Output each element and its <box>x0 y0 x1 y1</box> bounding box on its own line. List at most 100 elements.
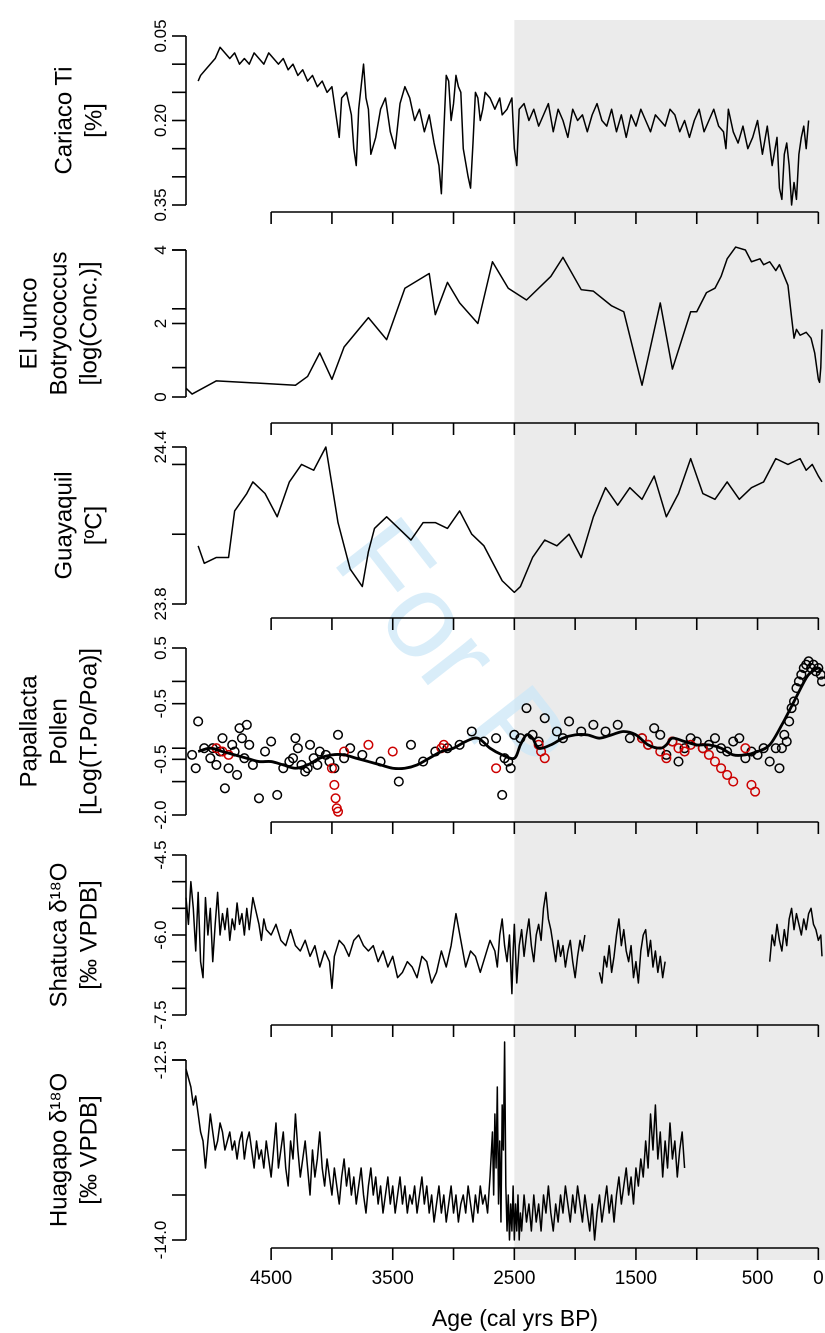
series-line-huagapo-0 <box>185 1041 686 1241</box>
data-point-papallacta <box>438 739 449 750</box>
panel-ylabel-huagapo: [‰ VPDB] <box>75 1095 102 1204</box>
data-point-papallacta <box>564 716 575 727</box>
data-point-papallacta <box>636 733 648 744</box>
y-tick-label-shatuca: -6.0 <box>151 920 170 949</box>
data-point-papallacta <box>478 736 489 747</box>
x-tick-label: 0 <box>813 1268 824 1289</box>
panel-ylabel-shatuca: Shatuca δ¹⁸O <box>45 863 72 1008</box>
panel-shatuca: -7.5 -6.0 -4.5 Shatuca δ¹⁸O [‰ VPDB] <box>45 840 823 1037</box>
data-point-papallacta <box>363 739 374 750</box>
data-point-papallacta <box>236 733 247 744</box>
data-point-papallacta <box>588 719 599 730</box>
data-point-papallacta <box>187 749 198 760</box>
data-point-papallacta <box>217 733 228 744</box>
y-tick-label-eljunco: 0 <box>151 392 170 401</box>
shaded-interval <box>514 20 825 1260</box>
data-point-papallacta <box>612 719 623 730</box>
data-point-papallacta <box>387 746 398 757</box>
data-point-papallacta <box>796 669 807 680</box>
data-point-papallacta <box>764 756 775 767</box>
panel-huagapo: -14.0 -12.5 Huagapo δ¹⁸O [‰ VPDB] <box>45 1041 820 1260</box>
data-point-papallacta <box>551 726 562 737</box>
y-tick-label-cariaco: 0.20 <box>151 104 170 137</box>
series-line-eljunco-0 <box>185 246 823 395</box>
data-point-papallacta <box>205 753 216 764</box>
data-point-papallacta <box>722 769 733 780</box>
data-point-papallacta <box>776 743 787 754</box>
data-point-papallacta <box>816 676 825 687</box>
data-point-papallacta <box>521 703 532 714</box>
x-tick-label: 500 <box>742 1268 774 1289</box>
data-point-papallacta <box>244 739 255 750</box>
data-point-papallacta <box>290 733 301 744</box>
x-tick-label: 3500 <box>372 1268 414 1289</box>
data-point-papallacta <box>788 696 800 707</box>
y-tick-label-guayaquil: 23.8 <box>151 587 170 620</box>
panel-eljunco: 0 2 4 El Junco Botryococcus [log(Conc.)] <box>15 245 823 435</box>
panel-ylabel-cariaco: Cariaco Ti <box>50 66 77 174</box>
panel-ylabel-guayaquil: [ºC] <box>80 506 107 545</box>
data-point-papallacta <box>491 733 502 744</box>
panel-ylabel-cariaco: [%] <box>80 103 107 138</box>
y-tick-label-papallacta: -2.0 <box>151 800 170 829</box>
series-line-guayaquil-0 <box>197 446 823 594</box>
data-point-papallacta <box>223 763 234 774</box>
data-point-papallacta <box>227 739 238 750</box>
y-tick-label-guayaquil: 24.4 <box>151 430 170 463</box>
data-point-papallacta <box>393 776 404 787</box>
panel-ylabel-eljunco: [log(Conc.)] <box>75 261 102 385</box>
panel-ylabel-eljunco: Botryococcus <box>45 251 72 395</box>
y-tick-label-shatuca: -7.5 <box>151 1000 170 1029</box>
panel-guayaquil: 23.8 24.4 Guayaquil [ºC] <box>50 430 823 630</box>
data-point-papallacta <box>211 759 222 770</box>
data-point-papallacta <box>232 769 243 780</box>
y-tick-label-papallacta: -0.5 <box>151 745 170 774</box>
panel-cariaco: 0.35 0.20 0.05 Cariaco Ti [%] <box>50 19 820 224</box>
data-point-papallacta <box>329 779 340 790</box>
data-point-papallacta <box>770 743 781 754</box>
data-point-papallacta <box>190 763 201 774</box>
data-point-papallacta <box>326 763 337 774</box>
y-tick-label-huagapo: -12.5 <box>151 1041 170 1080</box>
panel-papallacta: -2.0 -0.5 -0.5 0.5 Papallacta Pollen [Log(T.Po… <box>15 636 825 834</box>
panel-ylabel-shatuca: [‰ VPDB] <box>75 880 102 989</box>
y-tick-label-papallacta: 0.5 <box>151 636 170 660</box>
x-tick-label: 1500 <box>615 1268 657 1289</box>
panel-ylabel-papallacta: Pollen <box>45 698 72 765</box>
panel-ylabel-guayaquil: Guayaquil <box>50 471 77 579</box>
data-point-papallacta <box>266 736 277 747</box>
data-point-papallacta <box>330 793 341 804</box>
data-point-papallacta <box>193 716 204 727</box>
data-point-papallacta <box>740 743 751 754</box>
data-point-papallacta <box>539 713 550 724</box>
data-point-papallacta <box>304 739 316 750</box>
series-line-shatuca-0 <box>185 880 586 995</box>
data-point-papallacta <box>491 763 502 774</box>
data-point-papallacta <box>779 729 790 740</box>
data-point-papallacta <box>643 739 654 750</box>
data-point-papallacta <box>655 729 666 740</box>
data-point-papallacta <box>287 753 299 764</box>
data-point-papallacta <box>709 756 721 767</box>
panel-ylabel-huagapo: Huagapo δ¹⁸O <box>45 1073 72 1227</box>
data-point-papallacta <box>539 753 550 764</box>
data-point-papallacta <box>497 789 508 801</box>
y-tick-label-huagapo: -14.0 <box>151 1221 170 1260</box>
data-point-papallacta <box>405 739 417 750</box>
panel-ylabel-papallacta: Papallacta <box>15 675 42 788</box>
data-point-papallacta <box>324 756 335 767</box>
x-axis-label: Age (cal yrs BP) <box>432 1305 598 1331</box>
y-tick-label-cariaco: 0.05 <box>151 19 170 52</box>
data-point-papallacta <box>781 736 792 747</box>
data-point-papallacta <box>332 729 344 740</box>
data-point-papallacta <box>734 733 745 744</box>
data-point-papallacta <box>716 763 727 774</box>
data-point-papallacta <box>292 743 303 754</box>
data-point-papallacta <box>649 723 660 734</box>
data-point-papallacta <box>703 749 714 760</box>
data-point-papallacta <box>241 719 252 730</box>
data-point-papallacta <box>272 789 283 801</box>
data-point-papallacta <box>722 746 733 757</box>
data-point-papallacta <box>219 783 230 794</box>
